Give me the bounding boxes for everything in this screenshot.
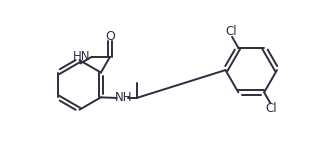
Text: Cl: Cl <box>225 25 237 38</box>
Text: HN: HN <box>73 50 90 63</box>
Text: O: O <box>105 30 115 43</box>
Text: NH: NH <box>115 91 133 104</box>
Text: Cl: Cl <box>265 102 277 115</box>
